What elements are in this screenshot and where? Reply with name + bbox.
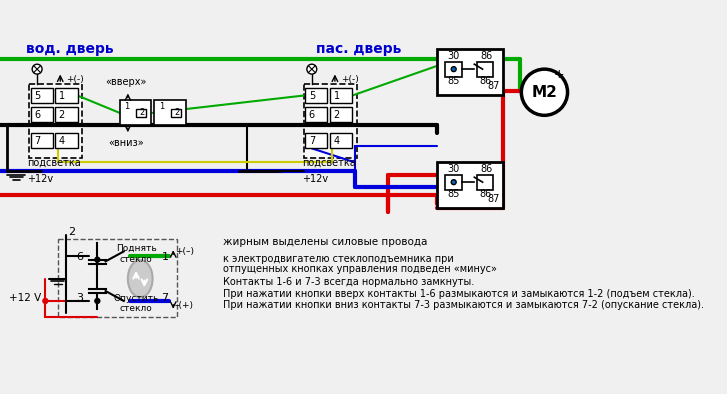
Text: +12 V: +12 V: [9, 294, 41, 303]
Bar: [304, 84, 357, 158]
Text: 6: 6: [309, 110, 315, 119]
Bar: [55, 134, 78, 148]
Text: 2: 2: [68, 227, 76, 238]
Bar: [154, 100, 185, 125]
Text: +12v: +12v: [27, 174, 53, 184]
Circle shape: [32, 64, 42, 74]
Text: 5: 5: [309, 91, 315, 100]
Circle shape: [95, 257, 100, 262]
Bar: [55, 107, 78, 122]
Text: M2: M2: [531, 85, 558, 100]
Text: 5: 5: [34, 91, 40, 100]
Bar: [330, 88, 353, 103]
Bar: [57, 239, 177, 318]
Bar: [120, 100, 151, 125]
Text: 4: 4: [59, 136, 65, 146]
Text: подсветка: подсветка: [302, 157, 356, 167]
Bar: [55, 88, 78, 103]
Text: 7: 7: [161, 294, 169, 303]
Text: 86: 86: [479, 189, 491, 199]
Text: 2: 2: [174, 108, 179, 117]
Text: 4: 4: [334, 136, 340, 146]
Circle shape: [307, 64, 317, 74]
Text: –(+): –(+): [175, 301, 194, 310]
Text: 6: 6: [76, 252, 84, 262]
Circle shape: [521, 69, 568, 115]
Text: подсветка: подсветка: [27, 157, 81, 167]
Text: 6: 6: [34, 110, 40, 119]
Text: 2: 2: [140, 108, 145, 117]
Circle shape: [43, 299, 48, 303]
Text: 3: 3: [76, 294, 84, 303]
Text: 1: 1: [124, 102, 129, 111]
Text: вод. дверь: вод. дверь: [26, 42, 114, 56]
Text: Опустить
стекло: Опустить стекло: [113, 294, 158, 313]
Text: При нажатии кнопки вверх контакты 1-6 размыкаются и замыкаются 1-2 (подъем стекл: При нажатии кнопки вверх контакты 1-6 ра…: [222, 288, 694, 299]
Bar: [31, 88, 53, 103]
Text: 30: 30: [448, 164, 459, 174]
Text: 85: 85: [448, 76, 460, 85]
Circle shape: [95, 299, 100, 303]
Text: 1: 1: [59, 91, 65, 100]
Text: «вниз»: «вниз»: [108, 138, 144, 149]
Text: 7: 7: [309, 136, 315, 146]
Text: +(–): +(–): [175, 247, 194, 256]
Bar: [31, 134, 53, 148]
Text: 86: 86: [479, 76, 491, 85]
Text: 85: 85: [448, 189, 460, 199]
Text: жирным выделены силовые провода: жирным выделены силовые провода: [222, 237, 427, 247]
Bar: [330, 107, 353, 122]
Bar: [305, 107, 327, 122]
Text: 1: 1: [161, 252, 169, 262]
Bar: [477, 62, 494, 76]
Text: +12v: +12v: [302, 174, 328, 184]
Bar: [446, 175, 462, 190]
Bar: [330, 134, 353, 148]
Text: +: +: [554, 68, 565, 81]
Text: отпущенных кнопках управления подведен «минус»: отпущенных кнопках управления подведен «…: [222, 264, 497, 274]
Text: 86: 86: [481, 51, 493, 61]
Circle shape: [451, 180, 456, 185]
Text: 2: 2: [334, 110, 340, 119]
Bar: [437, 49, 503, 95]
Text: пас. дверь: пас. дверь: [316, 42, 401, 56]
Text: 87: 87: [487, 82, 499, 91]
Ellipse shape: [128, 260, 153, 297]
Bar: [29, 84, 82, 158]
Bar: [136, 109, 146, 117]
Text: «вверх»: «вверх»: [105, 77, 147, 87]
Text: Контакты 1-6 и 7-3 всегда нормально замкнуты.: Контакты 1-6 и 7-3 всегда нормально замк…: [222, 277, 474, 287]
Bar: [477, 175, 494, 190]
Text: 86: 86: [481, 164, 493, 174]
Bar: [305, 88, 327, 103]
Text: 87: 87: [487, 195, 499, 204]
Bar: [446, 62, 462, 76]
Text: 1: 1: [159, 102, 164, 111]
Text: 30: 30: [448, 51, 459, 61]
Bar: [437, 162, 503, 208]
Bar: [31, 107, 53, 122]
Text: к электродвигателю стеклоподъемника при: к электродвигателю стеклоподъемника при: [222, 254, 454, 264]
Text: +(-): +(-): [66, 74, 84, 84]
Circle shape: [451, 67, 456, 72]
Text: При нажатии кнопки вниз контакты 7-3 размыкаются и замыкаются 7-2 (опускание сте: При нажатии кнопки вниз контакты 7-3 раз…: [222, 300, 704, 310]
Text: 2: 2: [59, 110, 65, 119]
Bar: [305, 134, 327, 148]
Text: +(-): +(-): [341, 74, 358, 84]
Text: 7: 7: [34, 136, 40, 146]
Text: Поднять
стекло: Поднять стекло: [116, 244, 156, 264]
Bar: [171, 109, 180, 117]
Text: 1: 1: [334, 91, 340, 100]
